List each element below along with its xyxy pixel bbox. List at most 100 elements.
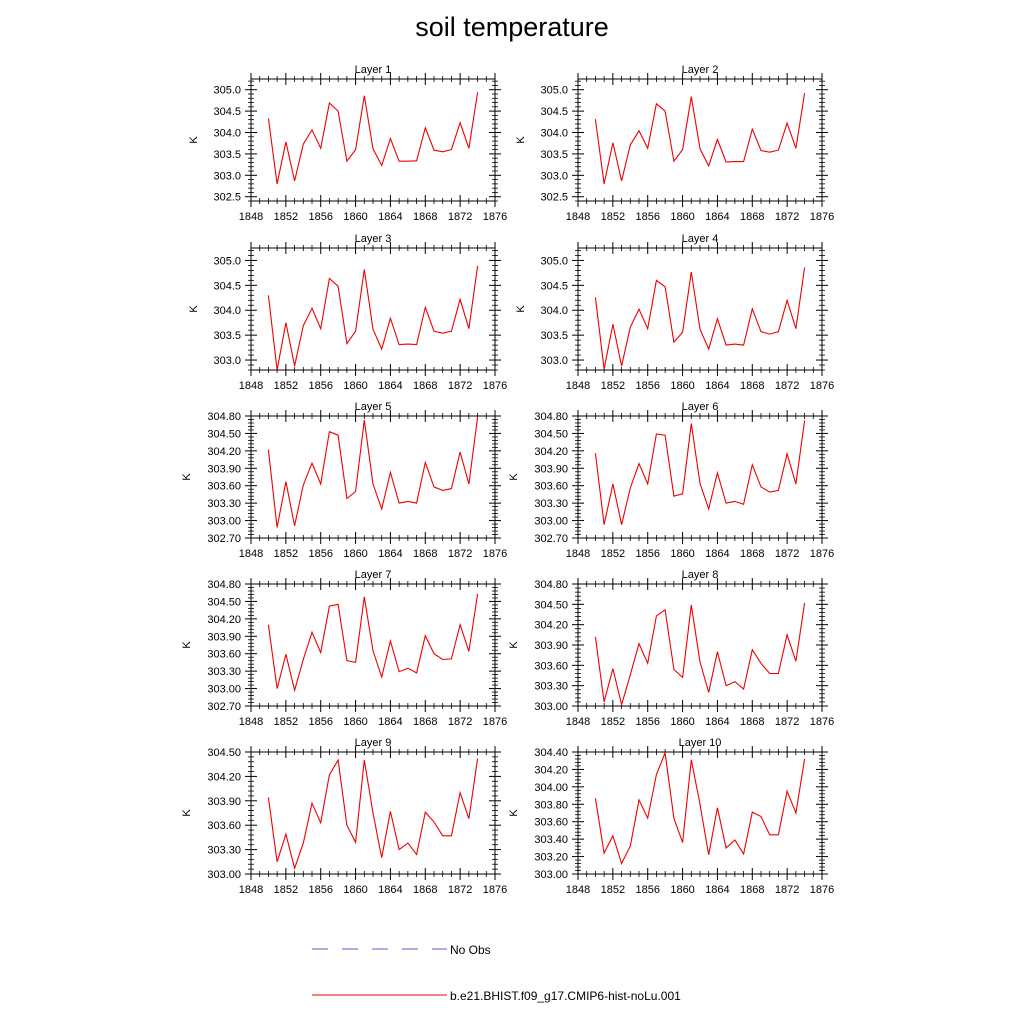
x-tick-label: 1848 [239, 716, 263, 728]
y-tick-label: 304.5 [213, 106, 241, 118]
x-tick-label: 1856 [635, 884, 659, 896]
x-tick-label: 1868 [740, 884, 764, 896]
y-tick-label: 304.0 [540, 128, 568, 140]
y-tick-label: 303.00 [534, 516, 568, 528]
y-tick-label: 304.80 [207, 579, 241, 591]
x-tick-label: 1860 [343, 716, 367, 728]
y-tick-label: 304.80 [207, 411, 241, 423]
x-tick-label: 1852 [601, 548, 625, 560]
x-tick-label: 1856 [308, 380, 332, 392]
y-tick-label: 302.5 [540, 192, 568, 204]
x-tick-label: 1860 [343, 380, 367, 392]
x-tick-label: 1852 [274, 884, 298, 896]
y-tick-label: 303.60 [207, 820, 241, 832]
x-tick-label: 1848 [566, 716, 590, 728]
y-tick-label: 303.60 [534, 481, 568, 493]
y-tick-label: 303.40 [534, 834, 568, 846]
legend: No Obs b.e21.BHIST.f09_g17.CMIP6-hist-noL… [312, 943, 681, 1003]
x-tick-label: 1864 [705, 548, 729, 560]
series-line [267, 265, 479, 370]
y-tick-label: 303.00 [207, 684, 241, 696]
y-tick-label: 304.0 [213, 305, 241, 317]
y-tick-label: 304.20 [207, 614, 241, 626]
panel-title: Layer 6 [682, 401, 719, 413]
y-tick-label: 304.20 [207, 771, 241, 783]
y-tick-label: 304.0 [213, 128, 241, 140]
y-axis-label: K [188, 305, 200, 313]
x-tick-label: 1856 [308, 716, 332, 728]
series-line [267, 593, 479, 693]
panel-layer-2: Layer 2 1848 1852 1856 1860 1864 1868 1872 1876 3… [515, 64, 834, 223]
panel-title: Layer 4 [682, 233, 719, 245]
y-tick-label: 303.30 [207, 845, 241, 857]
panel-layer-8: Layer 8 1848 1852 1856 1860 1864 1868 1872 1876 3… [508, 569, 834, 728]
x-tick-label: 1864 [378, 548, 402, 560]
y-axis-label: K [181, 809, 193, 817]
x-tick-label: 1860 [670, 380, 694, 392]
x-tick-label: 1856 [635, 380, 659, 392]
series-line [594, 93, 806, 185]
x-tick-label: 1848 [239, 211, 263, 223]
panel-title: Layer 9 [355, 737, 392, 749]
y-tick-label: 303.0 [213, 170, 241, 182]
x-tick-label: 1876 [483, 380, 507, 392]
panel-title: Layer 5 [355, 401, 392, 413]
y-axis-label: K [188, 136, 200, 144]
x-tick-label: 1864 [705, 884, 729, 896]
x-tick-label: 1860 [343, 548, 367, 560]
x-tick-label: 1856 [308, 884, 332, 896]
x-tick-label: 1848 [239, 380, 263, 392]
y-tick-label: 304.80 [534, 411, 568, 423]
x-tick-label: 1856 [635, 548, 659, 560]
panel-title: Layer 1 [355, 64, 392, 76]
y-tick-label: 303.30 [207, 666, 241, 678]
x-tick-label: 1852 [601, 380, 625, 392]
y-tick-label: 304.50 [534, 428, 568, 440]
y-tick-label: 304.5 [213, 280, 241, 292]
panel-title: Layer 8 [682, 569, 719, 581]
plot-frame [577, 751, 823, 875]
panel-title: Layer 3 [355, 233, 392, 245]
x-tick-label: 1876 [810, 380, 834, 392]
y-tick-label: 303.30 [534, 498, 568, 510]
y-axis-label: K [181, 641, 193, 649]
y-tick-label: 304.50 [534, 599, 568, 611]
x-tick-label: 1872 [775, 548, 799, 560]
series-line [267, 92, 479, 185]
y-axis-label: K [181, 473, 193, 481]
x-tick-label: 1872 [448, 380, 472, 392]
x-tick-label: 1872 [448, 716, 472, 728]
x-tick-label: 1868 [740, 211, 764, 223]
series-line [594, 267, 806, 370]
x-tick-label: 1876 [483, 884, 507, 896]
y-tick-label: 303.60 [207, 481, 241, 493]
panel-title: Layer 7 [355, 569, 392, 581]
plot-frame [577, 415, 823, 539]
y-tick-label: 303.5 [540, 330, 568, 342]
x-tick-label: 1868 [413, 884, 437, 896]
series-line [267, 758, 479, 871]
panel-layer-9: Layer 9 1848 1852 1856 1860 1864 1868 1872 1876 3… [181, 737, 507, 896]
x-tick-label: 1868 [740, 548, 764, 560]
y-tick-label: 304.5 [540, 106, 568, 118]
y-tick-label: 303.00 [534, 701, 568, 713]
x-tick-label: 1876 [483, 211, 507, 223]
x-tick-label: 1864 [378, 716, 402, 728]
x-tick-label: 1864 [378, 211, 402, 223]
x-tick-label: 1852 [601, 211, 625, 223]
plot-frame [250, 247, 496, 371]
y-tick-label: 302.70 [534, 533, 568, 545]
x-tick-label: 1852 [274, 548, 298, 560]
y-tick-label: 303.00 [207, 869, 241, 881]
y-tick-label: 305.0 [540, 85, 568, 97]
y-tick-label: 303.80 [534, 799, 568, 811]
y-tick-label: 305.0 [540, 255, 568, 267]
y-tick-label: 303.60 [207, 649, 241, 661]
page-title: soil temperature [415, 12, 609, 42]
x-tick-label: 1848 [566, 211, 590, 223]
y-tick-label: 302.5 [213, 192, 241, 204]
y-tick-label: 302.70 [207, 533, 241, 545]
y-tick-label: 305.0 [213, 85, 241, 97]
panel-layer-10: Layer 10 1848 1852 1856 1860 1864 1868 1872 1876… [508, 737, 834, 896]
